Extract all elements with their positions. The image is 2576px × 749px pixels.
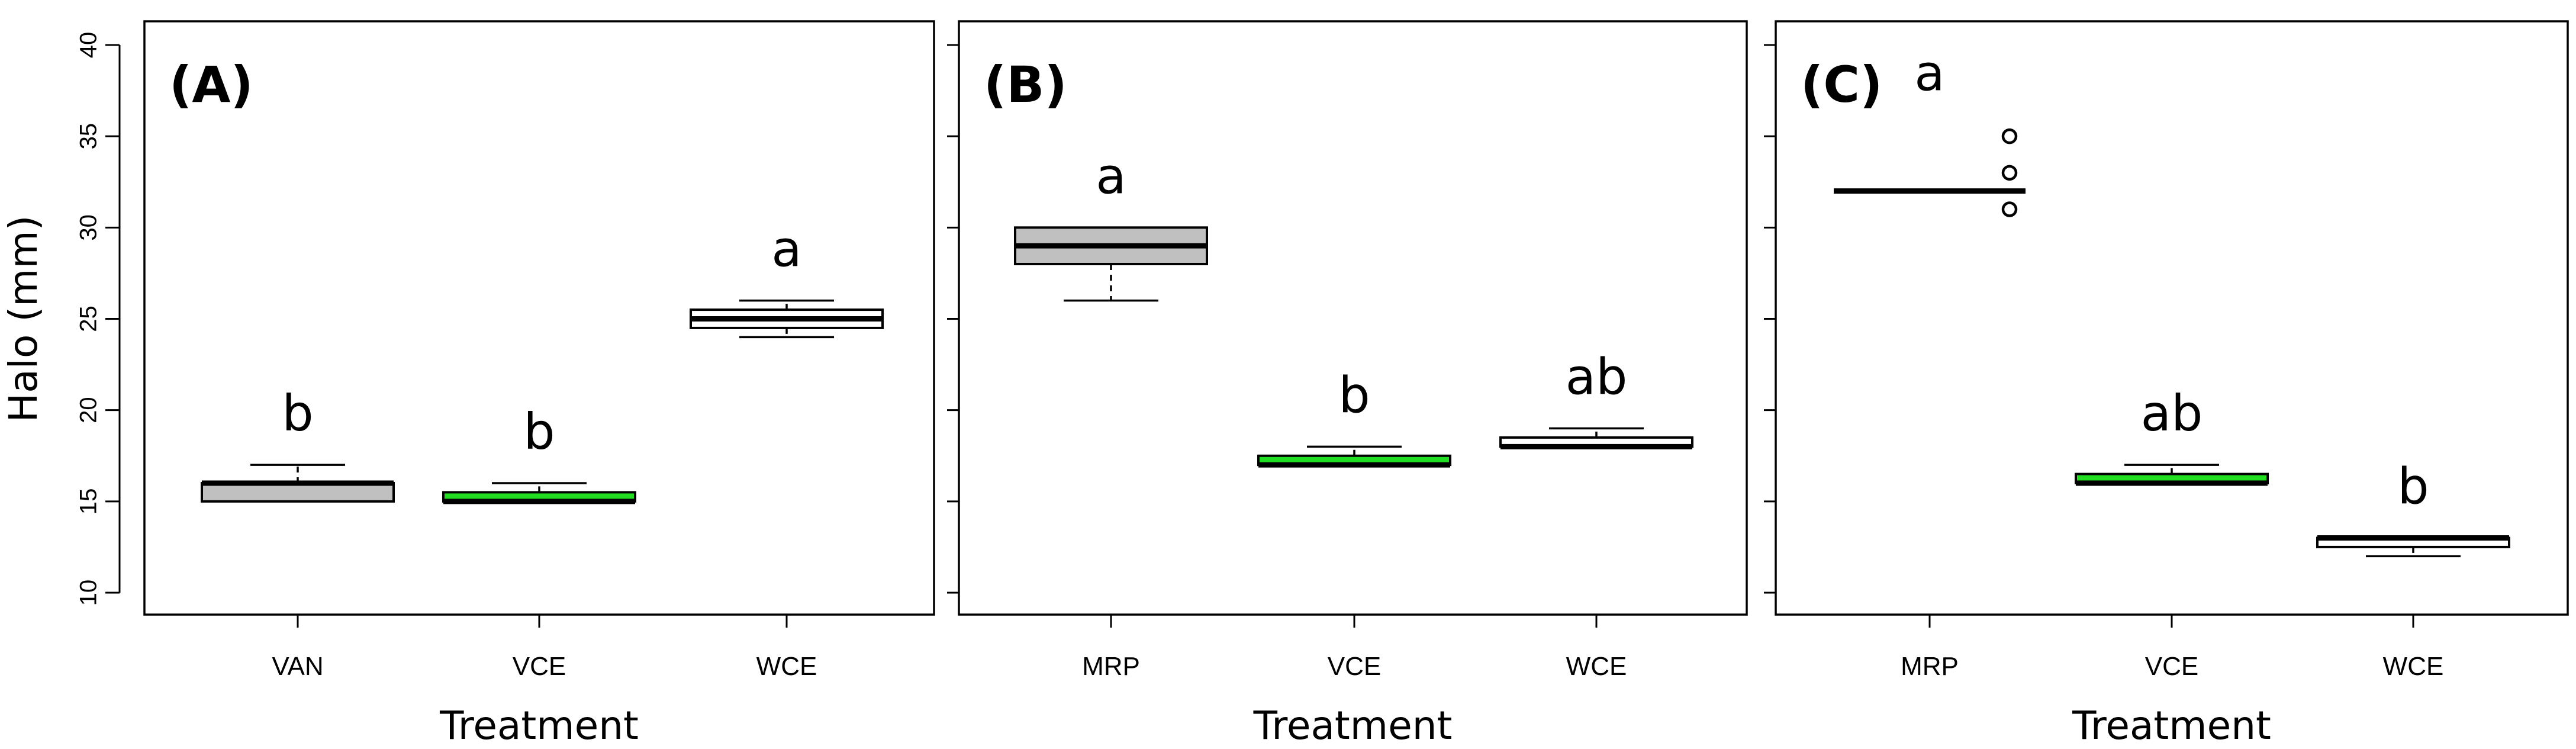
significance-letter: b bbox=[2397, 458, 2429, 516]
x-tick-label: WCE bbox=[756, 652, 817, 681]
outlier-point bbox=[2001, 128, 2018, 144]
plot-frame bbox=[958, 20, 1748, 616]
x-axis-title: Treatment bbox=[2072, 703, 2271, 748]
x-tick-label: VCE bbox=[1328, 652, 1381, 681]
y-tick-label: 40 bbox=[76, 32, 102, 59]
y-axis-title: Halo (mm) bbox=[1, 216, 46, 423]
y-tick-label: 20 bbox=[76, 397, 102, 423]
significance-letter: a bbox=[1914, 44, 1944, 102]
x-tick-label: VAN bbox=[272, 652, 323, 681]
significance-letter: a bbox=[1096, 147, 1126, 205]
x-axis-title: Treatment bbox=[439, 703, 639, 748]
y-tick-label: 15 bbox=[76, 488, 102, 515]
outlier-point bbox=[2001, 165, 2018, 181]
panel-label: (A) bbox=[169, 56, 253, 114]
panel-c: (C) MRP a VCE ab WCE b Treatment bbox=[1764, 20, 2569, 748]
x-tick-label: WCE bbox=[2383, 652, 2444, 681]
x-tick-label: WCE bbox=[1566, 652, 1627, 681]
x-axis-title: Treatment bbox=[1253, 703, 1453, 748]
significance-letter: b bbox=[282, 384, 313, 442]
outlier-point bbox=[2001, 201, 2018, 217]
x-tick-label: VCE bbox=[513, 652, 566, 681]
x-tick-label: MRP bbox=[1082, 652, 1140, 681]
x-tick-label: MRP bbox=[1901, 652, 1959, 681]
significance-letter: ab bbox=[1566, 348, 1628, 406]
panel-b: (B) MRP a VCE b WCE ab Treatment bbox=[947, 20, 1748, 748]
y-tick-label: 35 bbox=[76, 123, 102, 150]
panel-a: 10 15 20 25 30 35 40 Halo (mm) (A) VAN b VCE b WCE a Tr… bbox=[1, 20, 935, 748]
panel-label: (B) bbox=[984, 56, 1067, 114]
significance-letter: b bbox=[1338, 366, 1370, 424]
y-tick-label: 25 bbox=[76, 306, 102, 332]
y-tick-label: 30 bbox=[76, 214, 102, 241]
significance-letter: ab bbox=[2141, 384, 2203, 442]
y-tick-label: 10 bbox=[76, 580, 102, 606]
x-tick-label: VCE bbox=[2145, 652, 2198, 681]
plot-frame bbox=[1775, 20, 2569, 616]
box bbox=[201, 482, 395, 503]
significance-letter: b bbox=[523, 403, 555, 461]
panel-label: (C) bbox=[1801, 56, 1882, 114]
significance-letter: a bbox=[771, 220, 801, 278]
